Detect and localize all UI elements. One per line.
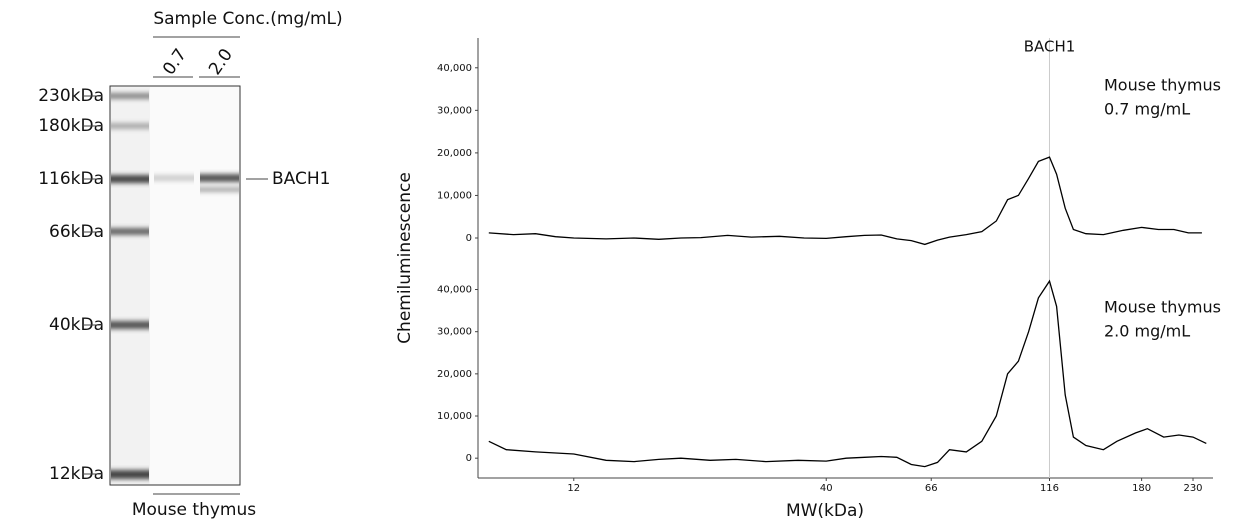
y-tick-label: 30,000 <box>437 327 472 338</box>
panel-label: Mouse thymus <box>1104 76 1221 95</box>
y-axis-label: Chemiluminescence <box>395 172 415 344</box>
y-tick-label: 0 <box>466 453 472 464</box>
x-tick-label: 12 <box>567 483 580 494</box>
marker-label: 116kDa <box>38 169 104 189</box>
y-tick-label: 20,000 <box>437 148 472 159</box>
x-tick-label: 66 <box>925 483 938 494</box>
marker-label: 40kDa <box>49 315 104 335</box>
x-tick-label: 40 <box>820 483 833 494</box>
x-tick-label: 116 <box>1040 483 1059 494</box>
gel-header: Sample Conc.(mg/mL) <box>153 9 342 29</box>
y-tick-label: 10,000 <box>437 190 472 201</box>
marker-labels: 230kDa 180kDa 116kDa 66kDa 40kDa 12kDa <box>38 86 104 484</box>
gel-panel: Sample Conc.(mg/mL) 0.7 2.0 230kDa 180kD… <box>38 9 342 520</box>
panel-label: 0.7 mg/mL <box>1104 100 1190 119</box>
lane-label: 0.7 <box>159 45 191 79</box>
ladder-bands <box>111 93 239 479</box>
y-tick-label: 40,000 <box>437 285 472 296</box>
x-axis-label: MW(kDa) <box>786 501 864 521</box>
x-tick-label: 180 <box>1132 483 1151 494</box>
marker-ticks <box>82 95 268 475</box>
x-tick-label: 230 <box>1183 483 1202 494</box>
panel-label: Mouse thymus <box>1104 298 1221 317</box>
ladder-lane <box>111 87 150 484</box>
marker-label: 12kDa <box>49 464 104 484</box>
y-tick-label: 40,000 <box>437 63 472 74</box>
y-tick-label: 10,000 <box>437 411 472 422</box>
y-tick-label: 30,000 <box>437 105 472 116</box>
trace <box>488 279 1207 468</box>
panel-label: 2.0 mg/mL <box>1104 322 1190 341</box>
marker-label: 66kDa <box>49 222 104 242</box>
y-tick-label: 20,000 <box>437 369 472 380</box>
sample-label: Mouse thymus <box>132 500 256 520</box>
target-label: BACH1 <box>272 169 330 189</box>
lane-label: 2.0 <box>205 45 237 79</box>
y-tick-label: 0 <box>466 233 472 244</box>
marker-label: 180kDa <box>38 116 104 136</box>
trace <box>488 156 1202 246</box>
marker-label: 230kDa <box>38 86 104 106</box>
target-label: BACH1 <box>1024 38 1076 56</box>
